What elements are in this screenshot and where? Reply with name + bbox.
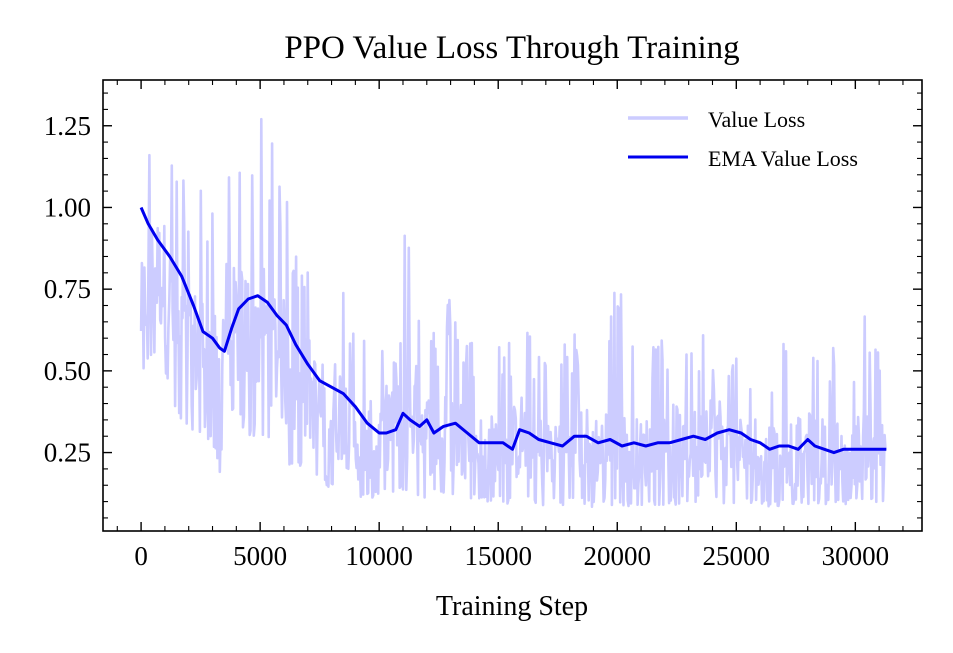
y-tick-label: 1.00 [44,192,91,222]
x-tick-label: 15000 [464,541,532,571]
y-tick-label: 0.50 [44,356,91,386]
series-ema-value-loss [139,206,887,455]
y-tick-label: 1.25 [44,111,91,141]
x-tick-label: 25000 [703,541,771,571]
x-tick-label: 0 [134,541,148,571]
chart-title: PPO Value Loss Through Training [284,30,739,66]
x-tick-label: 30000 [822,541,890,571]
series-value-loss [139,117,887,508]
y-tick-label: 0.75 [44,274,91,304]
x-tick-label: 5000 [233,541,287,571]
legend-label-ema-value-loss: EMA Value Loss [708,146,858,171]
series-layer [139,117,887,508]
legend: Value Loss EMA Value Loss [628,107,858,171]
tick-layer: 0 5000 10000 15000 20000 25000 30000 0.25 0.50 0.… [44,80,922,571]
y-tick-label: 0.25 [44,438,91,468]
x-axis-label: Training Step [436,591,588,622]
x-tick-label: 20000 [584,541,652,571]
x-tick-label: 10000 [345,541,413,571]
legend-label-value-loss: Value Loss [708,107,805,132]
